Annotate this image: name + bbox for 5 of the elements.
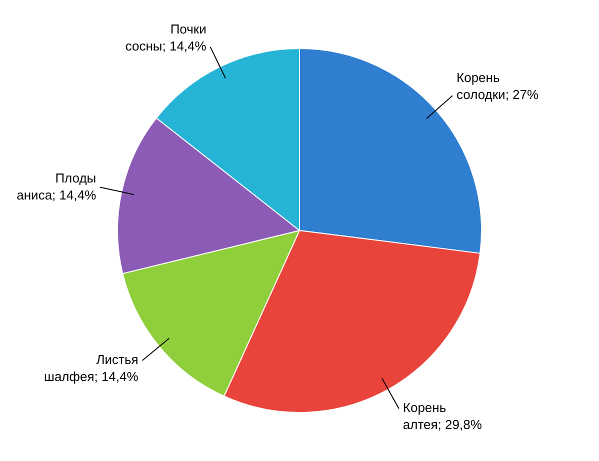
slice-label: Почки сосны; 14,4%: [125, 22, 207, 54]
slice-label: Корень алтея; 29,8%: [402, 400, 482, 432]
slice-label: Корень солодки; 27%: [456, 70, 540, 102]
slice-label: Плоды аниса; 14,4%: [16, 170, 97, 202]
slice-label: Листья шалфея; 14,4%: [44, 352, 139, 384]
